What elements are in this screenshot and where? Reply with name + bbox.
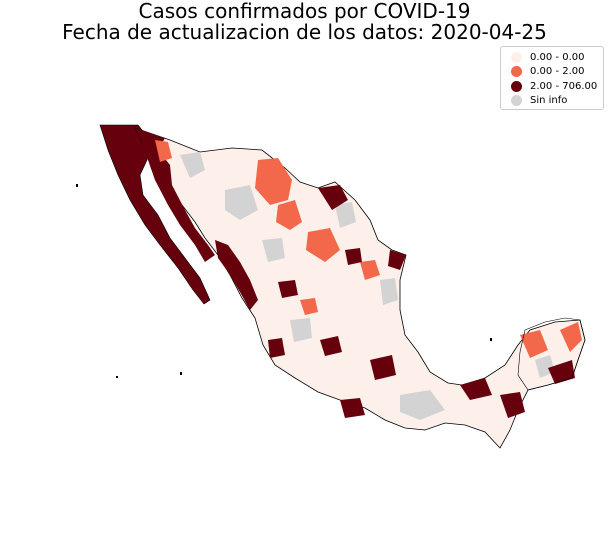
region-noinfo-1 (180, 152, 205, 178)
region-high-5 (460, 378, 492, 400)
legend-swatch-low (511, 66, 522, 78)
region-low-1 (255, 158, 292, 205)
map-title-line-1: Casos confirmados por COVID-19 (138, 0, 471, 23)
region-low-3 (306, 228, 340, 262)
legend-item: 0.00 - 0.00 (505, 50, 599, 65)
legend-label: 0.00 - 2.00 (530, 66, 585, 78)
region-baja-california (99, 124, 211, 305)
region-high-11 (320, 336, 342, 356)
island-1 (76, 184, 78, 187)
legend-item: 0.00 - 2.00 (505, 65, 599, 80)
legend-item: 2.00 - 706.00 (505, 79, 599, 94)
region-low-5 (520, 330, 548, 358)
legend: 0.00 - 0.00 0.00 - 2.00 2.00 - 706.00 Si… (500, 46, 604, 110)
legend-item: Sin info (505, 94, 599, 109)
region-noinfo-5 (380, 278, 398, 305)
region-high-6 (500, 392, 525, 418)
legend-swatch-no-info (511, 95, 522, 107)
legend-label: 2.00 - 706.00 (530, 80, 598, 92)
map-title-line-2: Fecha de actualizacion de los datos: 202… (62, 20, 547, 44)
region-low-8 (300, 298, 318, 315)
region-high-9 (370, 355, 396, 380)
region-low-4 (155, 140, 172, 162)
region-noinfo-7 (290, 318, 312, 342)
region-high-3 (278, 280, 298, 298)
legend-label: 0.00 - 0.00 (530, 51, 585, 63)
region-low-6 (560, 322, 582, 352)
legend-swatch-no-cases (511, 51, 522, 63)
region-high-4 (345, 248, 362, 265)
region-yucatan (517, 317, 586, 391)
legend-swatch-high (511, 80, 522, 92)
region-high-10 (268, 338, 285, 358)
legend-label: Sin info (530, 95, 568, 107)
region-noinfo-4 (335, 202, 356, 228)
region-high-1 (318, 185, 348, 210)
region-sonora-dark (135, 128, 215, 262)
region-high-7 (548, 360, 575, 384)
island-4 (490, 338, 492, 341)
region-low-7 (360, 260, 380, 280)
region-noinfo-2 (225, 185, 258, 220)
island-3 (180, 372, 182, 375)
region-sinaloa-dark (215, 240, 258, 310)
region-high-2 (388, 250, 406, 270)
region-high-8 (340, 398, 365, 418)
island-2 (116, 376, 118, 378)
region-low-2 (276, 200, 302, 230)
region-noinfo-6 (400, 390, 445, 420)
region-noinfo-3 (262, 238, 285, 262)
